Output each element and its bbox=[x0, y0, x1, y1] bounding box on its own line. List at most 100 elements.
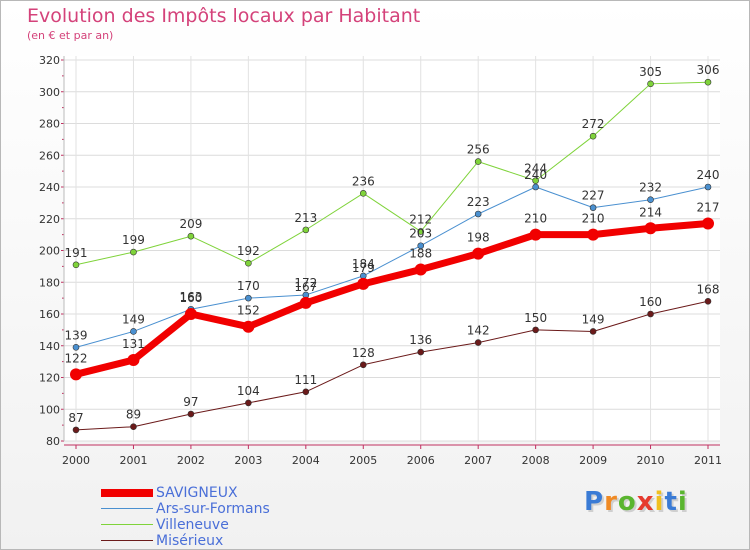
data-label-savigneux: 179 bbox=[352, 261, 375, 275]
x-tick-label: 2003 bbox=[234, 454, 262, 467]
data-point-savigneux bbox=[414, 263, 427, 276]
data-point-villeneuve bbox=[130, 248, 137, 256]
series-line-savigneux bbox=[75, 220, 709, 378]
data-label-villeneuve: 244 bbox=[524, 162, 547, 176]
data-point-ars-sur-formans bbox=[532, 183, 539, 191]
y-tick-label: 220 bbox=[39, 213, 60, 226]
data-label-mis-rieux: 87 bbox=[68, 411, 83, 425]
data-point-villeneuve bbox=[245, 259, 252, 267]
logo-letter: i bbox=[677, 487, 688, 517]
data-label-villeneuve: 191 bbox=[65, 246, 88, 260]
data-label-mis-rieux: 128 bbox=[352, 346, 375, 360]
data-point-savigneux bbox=[242, 320, 255, 333]
data-label-villeneuve: 192 bbox=[237, 244, 260, 258]
data-label-ars-sur-formans: 240 bbox=[524, 168, 547, 182]
logo-letter: r bbox=[604, 487, 618, 517]
data-label-mis-rieux: 104 bbox=[237, 384, 260, 398]
y-tick-label: 80 bbox=[46, 435, 60, 448]
y-tick-label: 300 bbox=[39, 86, 60, 99]
x-tick-label: 2004 bbox=[292, 454, 320, 467]
data-point-villeneuve bbox=[187, 232, 195, 240]
y-tick-label: 100 bbox=[39, 403, 60, 416]
chart-title: Evolution des Impôts locaux par Habitant bbox=[27, 5, 421, 27]
legend-item-miserieux: Misérieux bbox=[101, 533, 321, 549]
data-point-savigneux bbox=[702, 217, 714, 230]
data-point-ars-sur-formans bbox=[245, 294, 252, 302]
data-label-ars-sur-formans: 232 bbox=[639, 181, 662, 195]
data-point-mis-rieux bbox=[245, 399, 252, 407]
x-tick-label: 2008 bbox=[522, 454, 550, 467]
y-tick-label: 140 bbox=[39, 340, 60, 353]
data-point-mis-rieux bbox=[532, 326, 539, 334]
legend-line-savigneux bbox=[101, 489, 153, 497]
data-point-ars-sur-formans bbox=[647, 196, 654, 203]
x-tick-label: 2005 bbox=[349, 454, 377, 467]
data-label-villeneuve: 209 bbox=[179, 217, 202, 231]
data-label-ars-sur-formans: 163 bbox=[179, 290, 202, 304]
series-line-ars-sur-formans bbox=[75, 186, 709, 348]
data-label-villeneuve: 306 bbox=[697, 63, 720, 77]
data-point-savigneux bbox=[644, 222, 657, 235]
data-label-savigneux: 122 bbox=[65, 351, 88, 365]
legend-line-villeneuve bbox=[101, 524, 153, 525]
chart-subtitle: (en € et par an) bbox=[27, 29, 114, 42]
data-point-savigneux bbox=[587, 228, 600, 241]
y-tick-label: 180 bbox=[39, 276, 60, 289]
data-point-villeneuve bbox=[302, 226, 310, 234]
x-tick-label: 2000 bbox=[62, 454, 90, 467]
data-label-mis-rieux: 149 bbox=[582, 312, 605, 326]
data-label-ars-sur-formans: 172 bbox=[294, 276, 317, 290]
data-label-villeneuve: 213 bbox=[294, 211, 317, 225]
x-tick-label: 2009 bbox=[579, 454, 607, 467]
data-point-savigneux bbox=[529, 228, 542, 241]
data-point-ars-sur-formans bbox=[589, 204, 597, 211]
data-label-savigneux: 188 bbox=[409, 247, 432, 261]
data-label-villeneuve: 305 bbox=[639, 65, 662, 79]
data-label-savigneux: 152 bbox=[237, 304, 260, 318]
data-point-ars-sur-formans bbox=[72, 344, 80, 351]
data-point-villeneuve bbox=[359, 190, 367, 197]
data-point-villeneuve bbox=[647, 80, 654, 88]
data-point-mis-rieux bbox=[72, 426, 80, 434]
legend-item-villeneuve: Villeneuve bbox=[101, 517, 321, 533]
logo-letter: P bbox=[584, 487, 605, 517]
data-label-savigneux: 214 bbox=[639, 205, 662, 219]
logo-letter: o bbox=[617, 487, 637, 517]
data-point-villeneuve bbox=[532, 177, 539, 184]
data-point-savigneux bbox=[184, 308, 197, 320]
data-label-mis-rieux: 97 bbox=[183, 395, 198, 409]
data-point-villeneuve bbox=[474, 158, 482, 165]
data-point-mis-rieux bbox=[130, 423, 137, 431]
legend-item-savigneux: SAVIGNEUX bbox=[101, 485, 321, 501]
y-tick-label: 260 bbox=[39, 149, 60, 162]
y-tick-label: 280 bbox=[39, 118, 60, 131]
data-point-ars-sur-formans bbox=[474, 210, 482, 218]
y-tick-label: 200 bbox=[39, 245, 60, 258]
y-tick-label: 120 bbox=[39, 372, 60, 385]
plot-area bbox=[64, 56, 720, 441]
legend-line-miserieux bbox=[101, 540, 153, 541]
data-label-villeneuve: 236 bbox=[352, 174, 375, 188]
data-label-ars-sur-formans: 223 bbox=[467, 195, 490, 209]
data-label-ars-sur-formans: 240 bbox=[697, 168, 720, 182]
data-point-savigneux bbox=[299, 296, 312, 309]
legend-label-miserieux: Misérieux bbox=[156, 533, 224, 549]
legend-label-savigneux: SAVIGNEUX bbox=[156, 485, 238, 501]
data-label-mis-rieux: 136 bbox=[409, 333, 432, 347]
y-tick-label: 240 bbox=[39, 181, 60, 194]
logo-letter: i bbox=[654, 487, 665, 517]
data-label-ars-sur-formans: 203 bbox=[409, 227, 432, 241]
data-label-ars-sur-formans: 139 bbox=[65, 328, 88, 342]
x-tick-label: 2006 bbox=[407, 454, 435, 467]
data-label-mis-rieux: 160 bbox=[639, 295, 662, 309]
data-label-villeneuve: 272 bbox=[582, 117, 605, 131]
data-point-savigneux bbox=[472, 247, 485, 260]
data-point-mis-rieux bbox=[704, 297, 712, 305]
data-label-mis-rieux: 111 bbox=[294, 373, 317, 387]
y-tick-label: 160 bbox=[39, 308, 60, 321]
data-point-mis-rieux bbox=[417, 348, 425, 356]
data-point-ars-sur-formans bbox=[417, 242, 425, 250]
x-tick-label: 2001 bbox=[119, 454, 147, 467]
x-tick-label: 2002 bbox=[177, 454, 205, 467]
